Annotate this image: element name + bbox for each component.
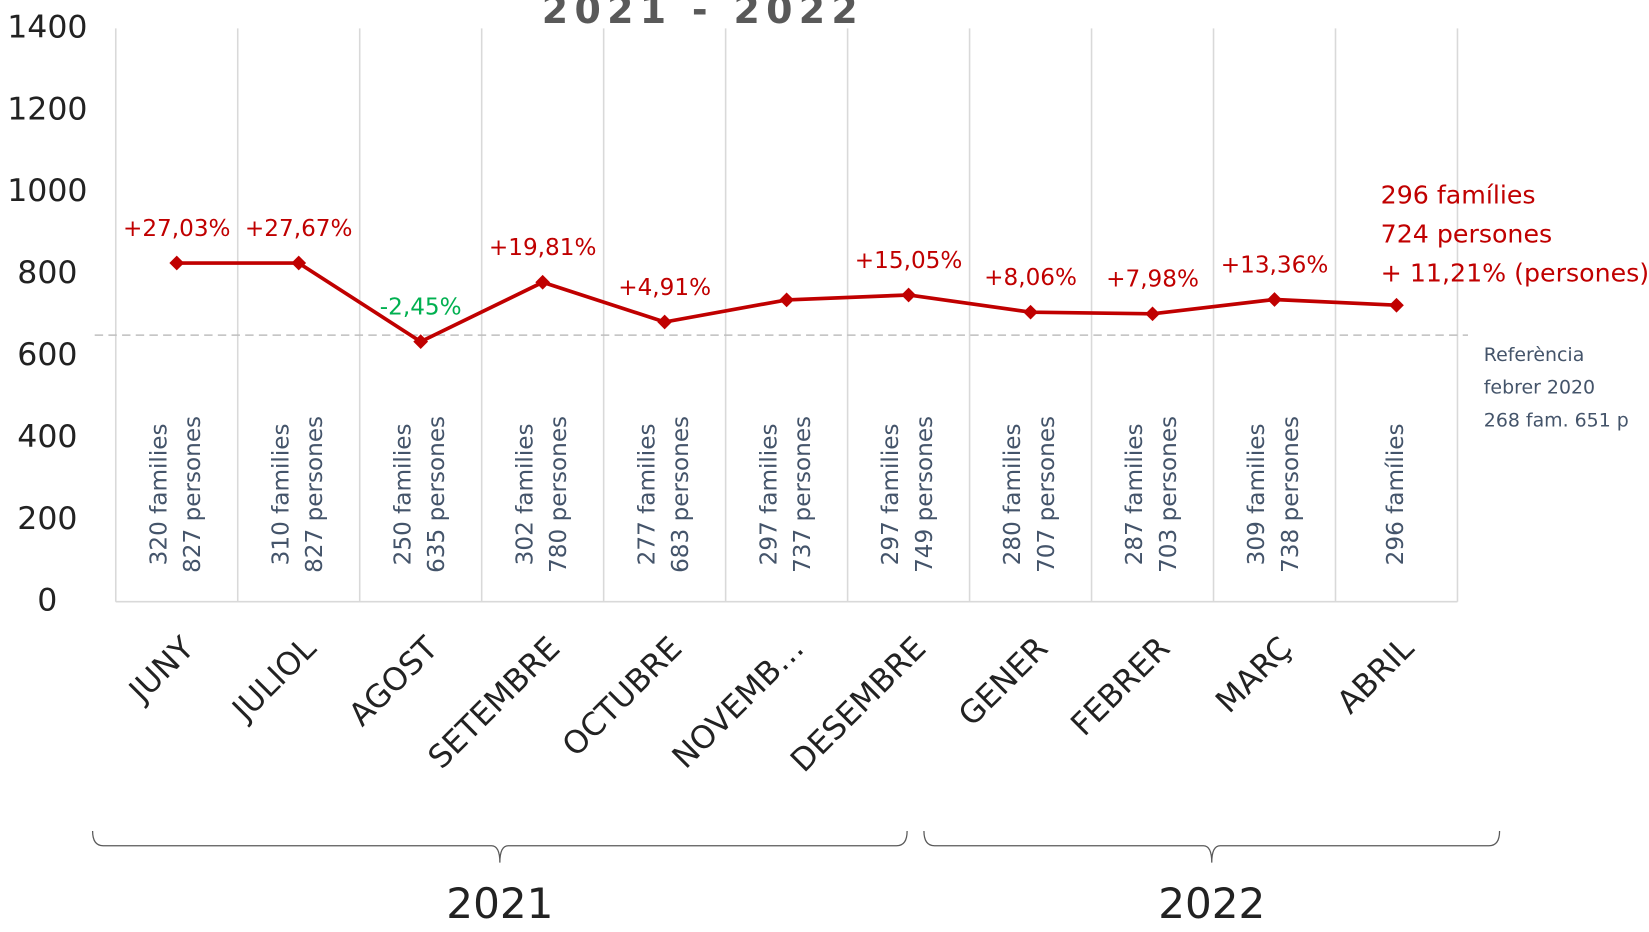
x-tick-label: ABRIL xyxy=(1331,630,1422,721)
value-note: +8,06% xyxy=(984,265,1077,291)
point xyxy=(291,255,307,271)
point xyxy=(901,287,916,303)
last-annotation: 724 persones xyxy=(1381,220,1553,249)
x-tick-label: FEBRER xyxy=(1064,630,1177,743)
point xyxy=(1267,292,1282,307)
month-detail: 703 persones xyxy=(1156,416,1182,573)
x-tick-label: GENER xyxy=(952,630,1055,733)
last-annotation: 296 famílies xyxy=(1381,181,1536,210)
month-detail: 707 persones xyxy=(1034,416,1060,573)
value-note: +19,81% xyxy=(489,235,597,261)
reference-label: Referència xyxy=(1484,344,1585,366)
group-brace xyxy=(923,831,1501,863)
group-label: 2022 xyxy=(1158,879,1265,928)
group-brace xyxy=(91,831,908,863)
y-tick-label: 400 xyxy=(17,419,77,455)
point xyxy=(169,255,185,271)
value-note: +27,03% xyxy=(123,216,231,242)
last-annotation: + 11,21% (persones) xyxy=(1381,259,1649,288)
month-detail: 280 families xyxy=(1000,423,1026,565)
value-note: +27,67% xyxy=(245,216,353,242)
point xyxy=(1389,297,1404,313)
y-tick-label: 1200 xyxy=(7,91,87,127)
reference-label: 268 fam. 651 p xyxy=(1484,409,1629,431)
y-tick-label: 1000 xyxy=(7,173,87,209)
month-detail: 310 families xyxy=(268,423,294,565)
value-note: +7,98% xyxy=(1106,267,1199,293)
x-tick-label: OCTUBRE xyxy=(556,630,689,763)
month-detail: 277 families xyxy=(634,423,660,565)
x-tick-label: MARÇ xyxy=(1209,630,1299,720)
reference-label: febrer 2020 xyxy=(1484,377,1595,399)
y-tick-label: 800 xyxy=(17,255,77,291)
point xyxy=(1145,306,1160,322)
y-tick-label: 0 xyxy=(37,583,57,619)
month-detail: 287 families xyxy=(1122,423,1148,565)
x-tick-label: SETEMBRE xyxy=(422,630,568,776)
value-note: +13,36% xyxy=(1221,252,1329,278)
month-detail: 309 families xyxy=(1244,423,1270,565)
month-detail: 302 families xyxy=(512,423,538,565)
point xyxy=(779,292,794,308)
point xyxy=(657,314,673,330)
month-detail: 297 families xyxy=(756,423,782,565)
month-detail: 780 persones xyxy=(546,416,572,573)
month-detail: 827 persones xyxy=(180,416,206,573)
y-tick-label: 200 xyxy=(17,501,77,537)
month-detail: 827 persones xyxy=(302,416,328,573)
y-tick-label: 600 xyxy=(17,337,77,373)
point xyxy=(1023,304,1038,320)
month-detail: 749 persones xyxy=(912,416,938,573)
value-note: +4,91% xyxy=(618,275,711,301)
x-tick-label: JULIOL xyxy=(225,630,324,729)
value-note: -2,45% xyxy=(380,295,462,321)
value-note: +15,05% xyxy=(855,248,963,274)
month-detail: 250 families xyxy=(390,423,416,565)
point xyxy=(535,274,551,290)
group-label: 2021 xyxy=(446,879,553,928)
x-tick-label: JUNY xyxy=(121,630,202,711)
month-detail: 320 families xyxy=(146,423,172,565)
month-detail: 737 persones xyxy=(790,416,816,573)
month-detail: 738 persones xyxy=(1278,416,1304,573)
y-tick-label: 1400 xyxy=(7,9,87,45)
month-detail: 296 famílies xyxy=(1383,423,1409,565)
month-detail: 635 persones xyxy=(424,416,450,573)
chart-title: 2021 - 2022 xyxy=(542,0,864,32)
x-tick-label: AGOST xyxy=(342,630,445,733)
month-detail: 683 persones xyxy=(668,416,694,573)
month-detail: 297 families xyxy=(878,423,904,565)
